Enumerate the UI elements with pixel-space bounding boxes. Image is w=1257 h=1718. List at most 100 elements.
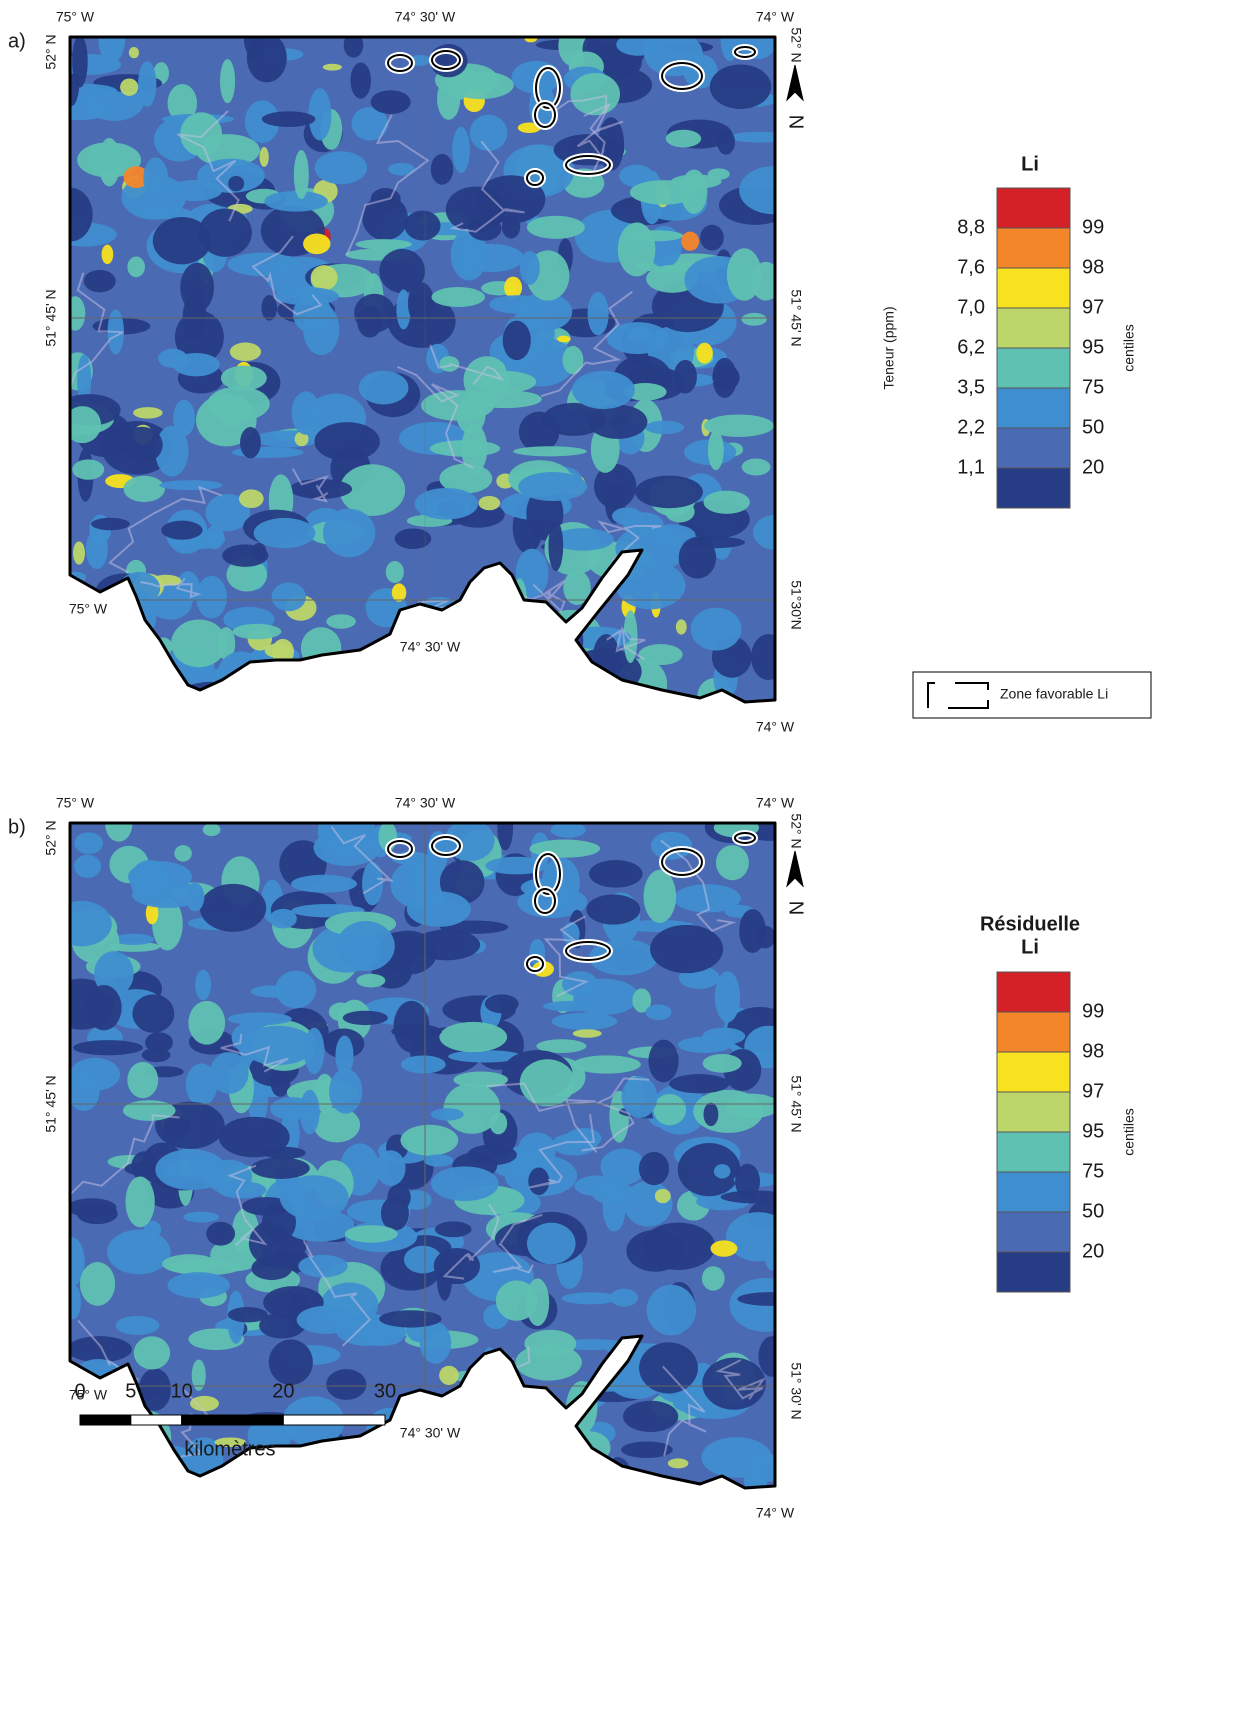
map-patch xyxy=(592,634,620,682)
map-patch xyxy=(681,231,700,251)
map-patch xyxy=(303,233,331,255)
map-patch xyxy=(476,175,546,224)
map-patch xyxy=(163,1115,192,1139)
map-patch xyxy=(152,216,212,265)
map-patch xyxy=(308,88,332,141)
legend-swatch xyxy=(996,427,1071,469)
map-patch xyxy=(152,897,183,951)
map-patch xyxy=(629,180,697,205)
longitude-label: 74° W xyxy=(756,9,795,25)
legend-axis-label: centiles xyxy=(1121,324,1137,371)
map-patch xyxy=(545,670,561,695)
map-patch xyxy=(690,607,742,651)
map-patch xyxy=(191,1359,206,1391)
map-patch xyxy=(741,458,771,476)
legend-swatch xyxy=(996,347,1071,389)
map-patch xyxy=(131,1151,158,1182)
longitude-label: 75° W xyxy=(69,601,108,617)
favorable-zone xyxy=(526,956,544,972)
map-patch xyxy=(712,364,740,391)
favorable-zone xyxy=(534,102,556,128)
map-patch xyxy=(494,1398,553,1444)
map-patch xyxy=(253,517,316,549)
map-patch xyxy=(758,1336,775,1377)
map-patch xyxy=(195,969,212,1001)
map-patch xyxy=(112,656,132,674)
map-patch xyxy=(391,583,407,602)
map-patch xyxy=(473,1389,532,1433)
map-patch xyxy=(563,691,630,702)
favorable-zone xyxy=(565,941,611,961)
map-patch xyxy=(561,1292,619,1305)
favorable-zone xyxy=(431,836,461,856)
map-patch xyxy=(207,386,270,422)
legend-axis-label: Teneur (ppm) xyxy=(881,306,897,389)
map-patch xyxy=(600,1148,646,1186)
map-patch xyxy=(396,289,411,330)
map-patch xyxy=(645,1004,672,1021)
latitude-label: 51° 45' N xyxy=(43,1075,59,1132)
map-patch xyxy=(536,1039,587,1053)
map-patch xyxy=(220,365,267,391)
favorable-zone xyxy=(661,848,703,876)
map-patch xyxy=(174,845,192,862)
map-patch xyxy=(741,312,767,326)
river xyxy=(291,468,330,503)
map-patch xyxy=(646,264,699,293)
river xyxy=(70,272,124,394)
legend-swatch xyxy=(996,1011,1071,1053)
map-patch xyxy=(293,150,309,200)
map-patch xyxy=(291,874,357,893)
map-patch xyxy=(403,1245,442,1274)
map-patch xyxy=(552,528,614,551)
map-patch xyxy=(704,414,774,437)
river xyxy=(581,1077,650,1152)
map-patch xyxy=(561,621,584,661)
map-patch xyxy=(465,1392,524,1431)
map-patch xyxy=(448,1050,523,1063)
map-patch xyxy=(478,495,501,511)
map-patch xyxy=(226,558,268,592)
map-patch xyxy=(678,1036,732,1053)
legend-centile: 20 xyxy=(1082,456,1104,478)
map-outline xyxy=(68,35,777,704)
map-patch xyxy=(167,83,198,123)
map-patch xyxy=(209,1052,249,1094)
map-patch xyxy=(326,1369,367,1400)
scale-segment xyxy=(130,1414,183,1426)
longitude-label: 75° W xyxy=(69,1387,108,1403)
map-patch xyxy=(675,619,687,635)
map-patch xyxy=(180,262,215,313)
map-patch xyxy=(650,924,724,974)
map-patch xyxy=(246,1453,285,1488)
map-patch xyxy=(313,829,381,867)
map-patch xyxy=(335,1035,354,1076)
river xyxy=(176,110,240,222)
map-patch xyxy=(612,507,643,525)
river xyxy=(540,290,633,398)
map-patch xyxy=(232,623,282,640)
longitude-label: 74° 30' W xyxy=(395,795,456,811)
map-patch xyxy=(404,210,441,241)
map-patch xyxy=(696,342,713,364)
map-patch xyxy=(412,929,481,961)
map-patch xyxy=(487,1387,516,1435)
map-patch xyxy=(73,1040,143,1056)
longitude-label: 74° W xyxy=(756,719,795,735)
map-patch xyxy=(304,672,326,702)
legend-centile: 50 xyxy=(1082,1200,1104,1222)
map-patch xyxy=(572,370,635,410)
map-patch xyxy=(623,1400,679,1433)
map-patch xyxy=(439,1365,459,1385)
river xyxy=(606,625,646,661)
map-patch xyxy=(453,1071,509,1088)
map-patch xyxy=(303,303,340,356)
zone-legend-symbol xyxy=(927,682,989,709)
map-patch xyxy=(107,1229,171,1275)
map-patch xyxy=(145,1032,173,1053)
scale-unit: kilomètres xyxy=(184,1438,275,1460)
map-patch xyxy=(639,1342,698,1394)
river xyxy=(429,344,504,386)
legend-swatch xyxy=(996,1251,1071,1293)
map-patch xyxy=(562,345,584,375)
